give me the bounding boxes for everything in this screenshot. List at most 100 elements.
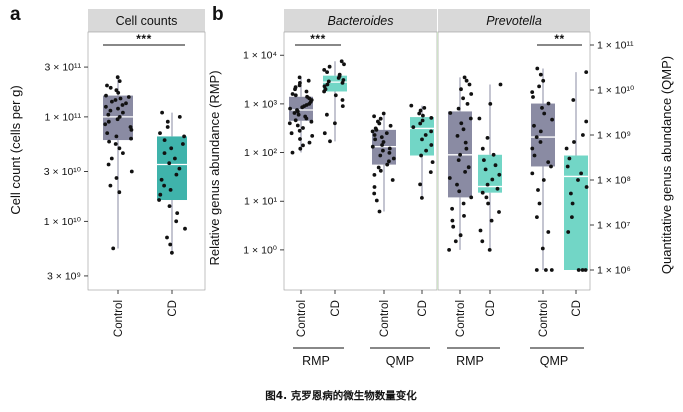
panel-b-prevotella-qmp-cd-x-label: CD: [571, 300, 583, 317]
panel-b-prevotella-qmp-cd-point: [584, 119, 589, 124]
panel-a-control-point: [108, 183, 113, 188]
panel-b-prevotella-qmp-control-x-label: Control: [538, 300, 550, 337]
panel-a-cd-point: [165, 125, 170, 129]
panel-a-cd-point: [160, 110, 165, 115]
panel-b-bacteroides-rmp-control-point: [300, 105, 305, 110]
panel-b-bacteroides-rmp-control-point: [295, 109, 300, 114]
panel-b-prevotella-rmp-control-point: [448, 111, 453, 115]
panel-b-prevotella-qmp-cd-point: [584, 70, 589, 74]
panel-b-prevotella-qmp-control-point: [535, 215, 539, 220]
panel-b-prevotella-qmp-cd-point: [564, 146, 569, 151]
panel-b-prevotella-rmp-control-point: [461, 96, 465, 101]
panel-b-bacteroides-qmp-cd-point: [420, 137, 424, 142]
panel-b-bacteroides-rmp-control-point: [293, 118, 298, 123]
panel-a-cd-point: [162, 151, 167, 156]
panel-b-prevotella-rmp-control-point: [458, 233, 463, 238]
panel-b-left-y-tick-label: 1 × 10⁴: [243, 50, 277, 62]
panel-a-control-point: [113, 98, 118, 102]
panel-b-prevotella-qmp-control-point: [536, 188, 540, 192]
panel-b-prevotella-qmp-cd-point: [566, 230, 571, 234]
panel-b-bacteroides-rmp-control-point: [296, 112, 301, 117]
panel-b-bacteroides-qmp-control-point: [388, 123, 393, 128]
panel-a-y-tick-label: 1 × 10¹¹: [45, 111, 82, 123]
panel-a-control-point: [114, 176, 119, 180]
panel-b-y-axis-title-left: Relative genus abundance (RMP): [207, 70, 222, 265]
panel-b-prevotella-rmp-control-point: [456, 158, 461, 163]
panel-a-cd-point: [167, 204, 172, 209]
panel-b-bacteroides-qmp-control-point: [381, 111, 386, 116]
chart-marks: 3 × 10⁹ 1 × 10¹⁰ 3 × 10¹⁰ 1 × 10¹¹ 3 × 10¹¹ C…: [44, 32, 634, 337]
panel-b-prevotella-rmp-control-point: [462, 214, 466, 218]
panel-b-prevotella-rmp-cd-x-label: CD: [485, 300, 497, 317]
panel-b-prevotella-qmp-cd-point: [571, 98, 576, 102]
panel-a-control-point: [129, 169, 134, 174]
panel-b-bacteroides-rmp-control-point: [290, 92, 295, 96]
panel-b-prevotella-rmp-cd-point: [498, 82, 503, 87]
panel-b-bacteroides-qmp-control-point: [372, 114, 376, 119]
panel-b-prevotella-rmp-control-point: [461, 127, 466, 132]
panel-b-bacteroides-rmp-control-point: [301, 126, 305, 130]
panel-a-x-label-control: Control: [113, 300, 125, 337]
panel-b-prevotella-rmp-control-point: [450, 206, 454, 211]
panel-b-prevotella-rmp-control-point: [464, 78, 469, 83]
panel-a-cd-point: [183, 226, 187, 231]
panel-b-bacteroides-qmp-cd-x-label: CD: [417, 300, 429, 317]
group-label-prevotella-rmp: RMP: [456, 354, 484, 368]
panel-b-bacteroides-qmp-cd-point: [418, 182, 422, 187]
panel-b-right-y-tick-label: 1 × 10⁶: [597, 265, 631, 277]
panel-b-prevotella-rmp-cd-point: [485, 182, 490, 187]
panel-a-cd-point: [168, 242, 173, 247]
panel-b-bacteroides-qmp-control-point: [379, 135, 384, 140]
panel-b-bacteroides-qmp-cd-point: [421, 113, 425, 118]
panel-b-prevotella-qmp-cd-point: [580, 268, 585, 272]
panel-b-prevotella-qmp-control-point: [540, 246, 545, 251]
panel-b-bacteroides-rmp-control-point: [309, 119, 314, 124]
panel-b-bacteroides-qmp-cd-point: [422, 106, 427, 110]
panel-b-plot-area-bacteroides: [283, 31, 438, 291]
panel-b-prevotella-qmp-cd-point: [584, 185, 589, 189]
panel-b-bacteroides-rmp-control-point: [306, 78, 311, 83]
panel-b-prevotella-rmp-control-x-label: Control: [455, 300, 467, 337]
panel-b-prevotella-rmp-cd-point: [486, 201, 490, 206]
panel-b-bacteroides-rmp-cd-point: [333, 93, 338, 98]
panel-b-bacteroides-qmp-control-point: [385, 162, 390, 167]
panel-b-prevotella-rmp-control-point: [467, 82, 472, 87]
panel-b-prevotella-qmp-cd-point: [567, 156, 572, 161]
panel-b-bacteroides-qmp-cd-point: [418, 108, 423, 113]
panel-b-bacteroides-qmp-cd-point: [424, 148, 428, 153]
panel-b-prevotella-rmp-control-point: [455, 182, 459, 187]
panel-b-prevotella-rmp-cd-point: [487, 248, 492, 252]
panel-b-prevotella-rmp-control-point: [462, 75, 467, 80]
panel-b-bacteroides-rmp-control-point: [289, 131, 294, 136]
panel-b-prevotella-qmp-control-point: [544, 268, 548, 272]
panel-b-bacteroides-qmp-control-point: [372, 191, 377, 196]
panel-b-bacteroides-rmp-control-point: [297, 75, 302, 80]
panel-a-control-point: [128, 125, 133, 129]
panel-a-control-point: [104, 93, 108, 98]
panel-b-prevotella-qmp-control-point: [534, 135, 539, 140]
panel-b-bacteroides-rmp-control-point: [307, 140, 312, 145]
panel-b-prevotella-rmp-cd-point: [480, 146, 485, 151]
panel-b-bacteroides-qmp-cd-point: [429, 116, 434, 120]
panel-b-right-y-tick-label: 1 × 10⁸: [597, 175, 631, 187]
panel-b-prevotella-qmp-control-point: [550, 117, 554, 122]
panel-a-control-point: [105, 83, 109, 88]
panel-b-letter: b: [212, 4, 224, 25]
panel-b-bacteroides-rmp-control-point: [288, 106, 292, 111]
panel-b-bacteroides-qmp-cd-box: [410, 117, 434, 156]
panel-a-control-point: [124, 101, 128, 106]
panel-b-prevotella-rmp-control-point: [451, 224, 456, 229]
panel-a-cd-point: [181, 142, 185, 146]
panel-b-right-y-tick-label: 1 × 10¹⁰: [597, 85, 634, 97]
panel-b-bacteroides-qmp-control-point: [391, 156, 396, 161]
panel-b-prevotella-rmp-control-point: [458, 152, 462, 157]
panel-a-cd-point: [177, 115, 182, 119]
panel-a-control-point: [108, 85, 113, 90]
panel-b-bacteroides-rmp-cd-point: [333, 121, 337, 126]
panel-b-bacteroides-qmp-cd-point: [419, 153, 423, 158]
panel-b-prevotella-qmp-control-point: [530, 171, 535, 176]
panel-a-control-point: [115, 75, 120, 80]
panel-a-cd-point: [162, 138, 167, 143]
panel-a-control-point: [114, 134, 119, 139]
